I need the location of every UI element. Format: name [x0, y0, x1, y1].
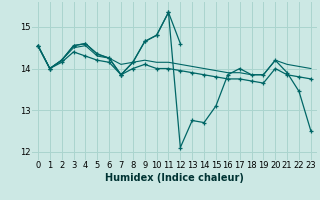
X-axis label: Humidex (Indice chaleur): Humidex (Indice chaleur) — [105, 173, 244, 183]
